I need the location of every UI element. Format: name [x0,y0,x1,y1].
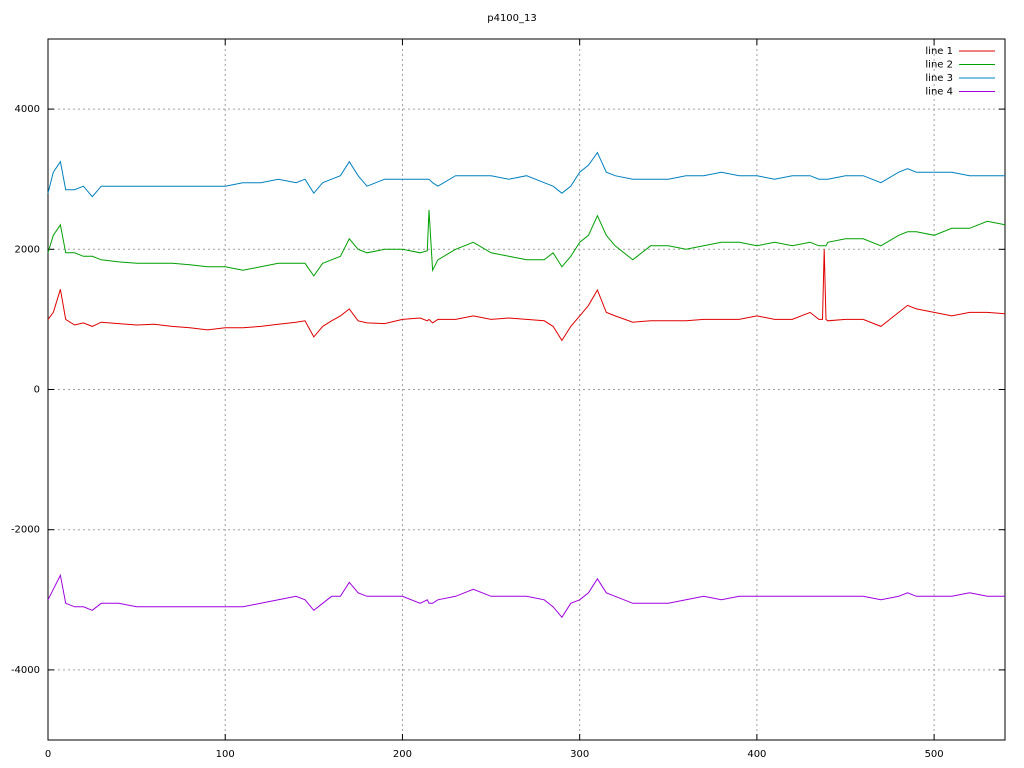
legend-label: line 1 [925,46,953,57]
x-tick-label: 0 [45,749,51,760]
x-tick-label: 300 [570,749,589,760]
legend-label: line 2 [925,60,953,71]
series-line [47,151,1005,198]
x-tick-label: 400 [747,749,766,760]
x-tick-label: 500 [925,749,944,760]
legend-label: line 3 [925,73,953,84]
series-line [47,209,1006,277]
y-tick-label: -2000 [11,525,40,536]
series-line [47,573,1005,619]
legend-label: line 4 [925,87,953,98]
plot-frame [47,38,1006,741]
x-tick-label: 100 [216,749,235,760]
y-tick-label: 4000 [15,104,40,115]
y-tick-label: -4000 [11,665,40,676]
x-tick-label: 200 [393,749,412,760]
y-tick-label: 2000 [15,244,40,255]
y-tick-label: 0 [34,385,40,396]
chart-title: p4100_13 [487,13,537,24]
series-line [47,249,1006,342]
